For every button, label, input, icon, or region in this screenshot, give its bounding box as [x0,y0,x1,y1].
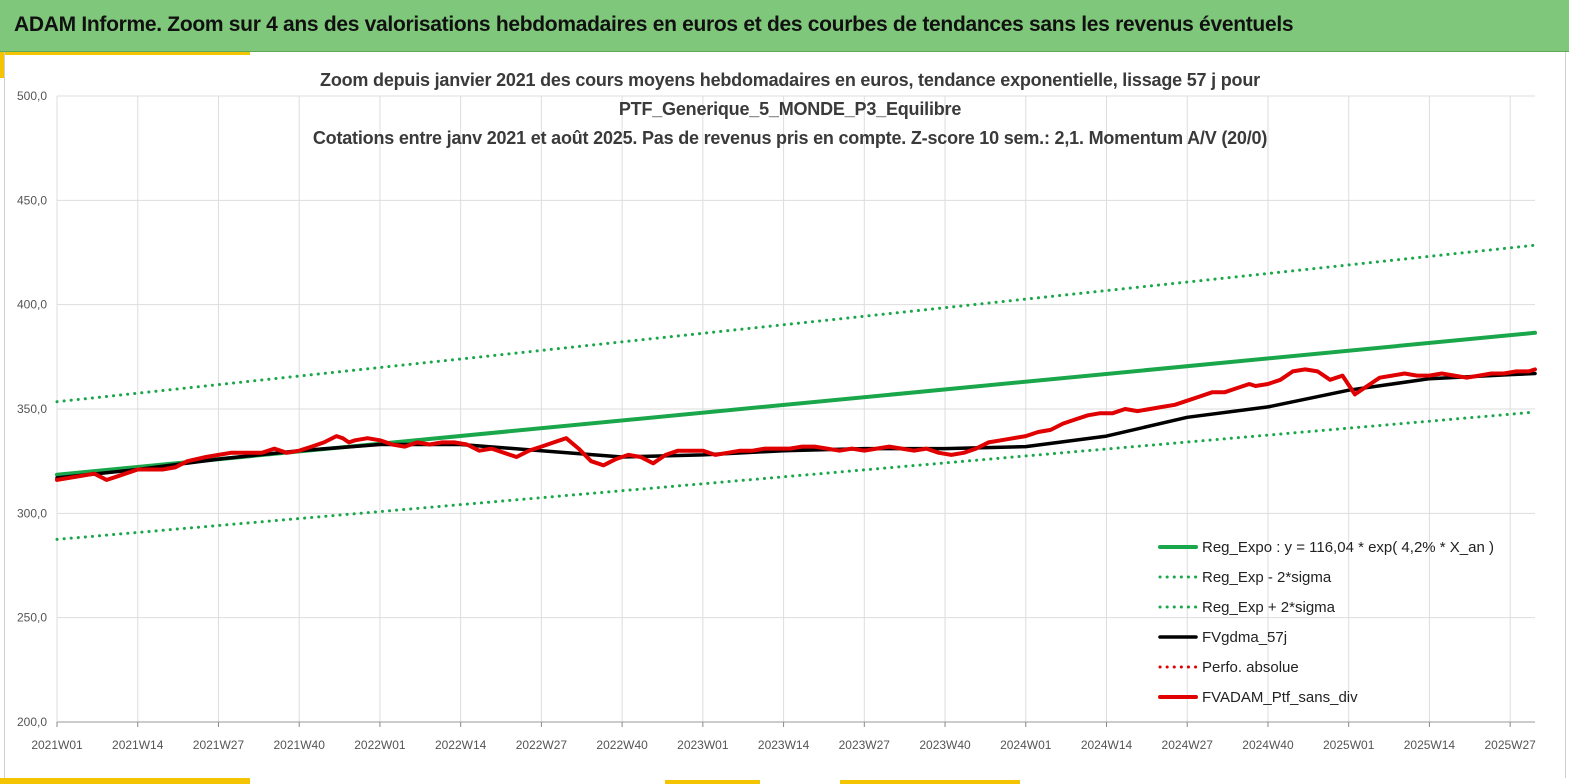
chart-title-line-1: Zoom depuis janvier 2021 des cours moyen… [320,70,1260,90]
legend-label: FVgdma_57j [1202,629,1287,646]
accent-bar-top [5,52,250,55]
chart-frame [4,52,1566,778]
x-tick-label: 2024W01 [1000,738,1052,752]
x-tick-label: 2024W14 [1081,738,1133,752]
title-banner: ADAM Informe. Zoom sur 4 ans des valoris… [0,0,1569,52]
x-tick-label: 2025W14 [1404,738,1456,752]
accent-bar-top-left [0,52,5,78]
x-tick-label: 2023W01 [677,738,729,752]
x-tick-label: 2023W40 [919,738,971,752]
sigma-plus-line [55,243,1537,404]
accent-bar-bottom-mid2 [840,780,1020,784]
fvadam-line [55,367,1537,482]
x-tick-label: 2021W27 [193,738,245,752]
y-tick-label: 400,0 [17,298,47,312]
x-tick-label: 2021W40 [274,738,326,752]
y-tick-label: 350,0 [17,402,47,416]
x-tick-label: 2022W01 [354,738,406,752]
y-tick-label: 200,0 [17,715,47,729]
accent-bar-bottom-left [0,778,250,784]
y-tick-label: 450,0 [17,193,47,207]
y-tick-label: 250,0 [17,611,47,625]
x-tick-label: 2023W14 [758,738,810,752]
legend-label: Perfo. absolue [1202,659,1299,676]
page-title: ADAM Informe. Zoom sur 4 ans des valoris… [14,13,1294,36]
legend-label: Reg_Expo : y = 116,04 * exp( 4,2% * X_an… [1202,539,1494,556]
x-tick-label: 2022W14 [435,738,487,752]
sigma-minus-line [55,410,1537,541]
x-tick-label: 2024W40 [1242,738,1294,752]
x-tick-label: 2025W01 [1323,738,1375,752]
legend-label: FVADAM_Ptf_sans_div [1202,689,1358,706]
chart-title-line-2: PTF_Generique_5_MONDE_P3_Equilibre [618,99,962,119]
x-tick-label: 2021W14 [112,738,164,752]
chart-title-line-3: Cotations entre janv 2021 et août 2025. … [312,128,1268,148]
accent-bar-bottom-mid [665,780,760,784]
x-tick-label: 2024W27 [1162,738,1214,752]
x-tick-label: 2025W27 [1484,738,1536,752]
y-tick-label: 300,0 [17,506,47,520]
x-tick-label: 2021W01 [31,738,83,752]
x-tick-label: 2022W27 [516,738,568,752]
y-tick-label: 500,0 [17,89,47,103]
fvgdma-line [55,371,1537,480]
legend-label: Reg_Exp + 2*sigma [1202,599,1336,616]
x-tick-label: 2022W40 [596,738,648,752]
x-tick-label: 2023W27 [839,738,891,752]
legend-label: Reg_Exp - 2*sigma [1202,569,1332,586]
